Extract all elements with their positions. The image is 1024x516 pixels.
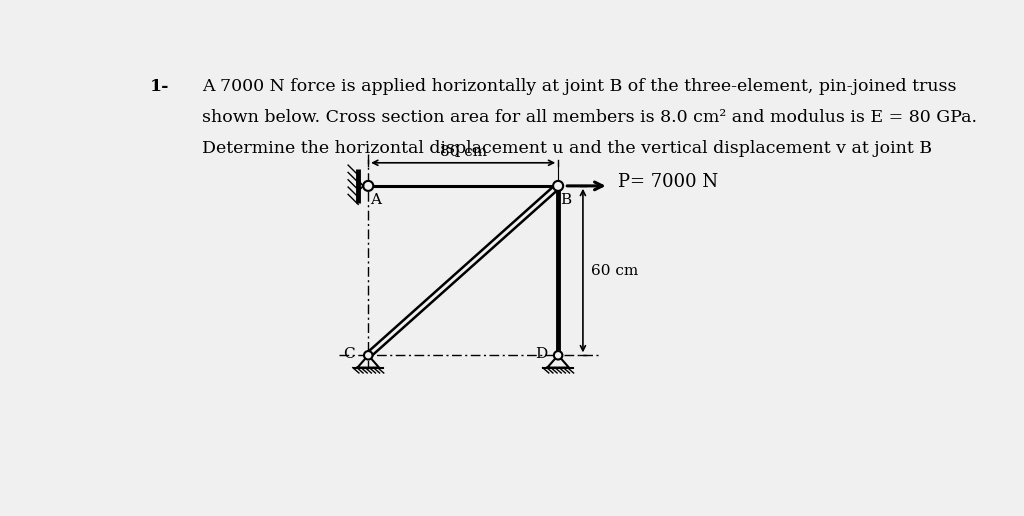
Text: B: B	[560, 193, 571, 207]
Text: A: A	[370, 193, 381, 207]
Text: 60 cm: 60 cm	[591, 264, 638, 278]
Circle shape	[554, 351, 562, 360]
Circle shape	[364, 181, 374, 191]
Text: 1-: 1-	[150, 78, 169, 95]
Circle shape	[364, 351, 373, 360]
Text: C: C	[343, 347, 354, 361]
Text: shown below. Cross section area for all members is 8.0 cm² and modulus is E = 80: shown below. Cross section area for all …	[202, 109, 977, 126]
Text: D: D	[535, 347, 547, 361]
Text: P= 7000 N: P= 7000 N	[617, 173, 718, 191]
Text: Determine the horizontal displacement u and the vertical displacement v at joint: Determine the horizontal displacement u …	[202, 140, 932, 157]
Text: A 7000 N force is applied horizontally at joint B of the three-element, pin-join: A 7000 N force is applied horizontally a…	[202, 78, 956, 95]
Circle shape	[553, 181, 563, 191]
Text: 80 cm: 80 cm	[439, 145, 486, 159]
